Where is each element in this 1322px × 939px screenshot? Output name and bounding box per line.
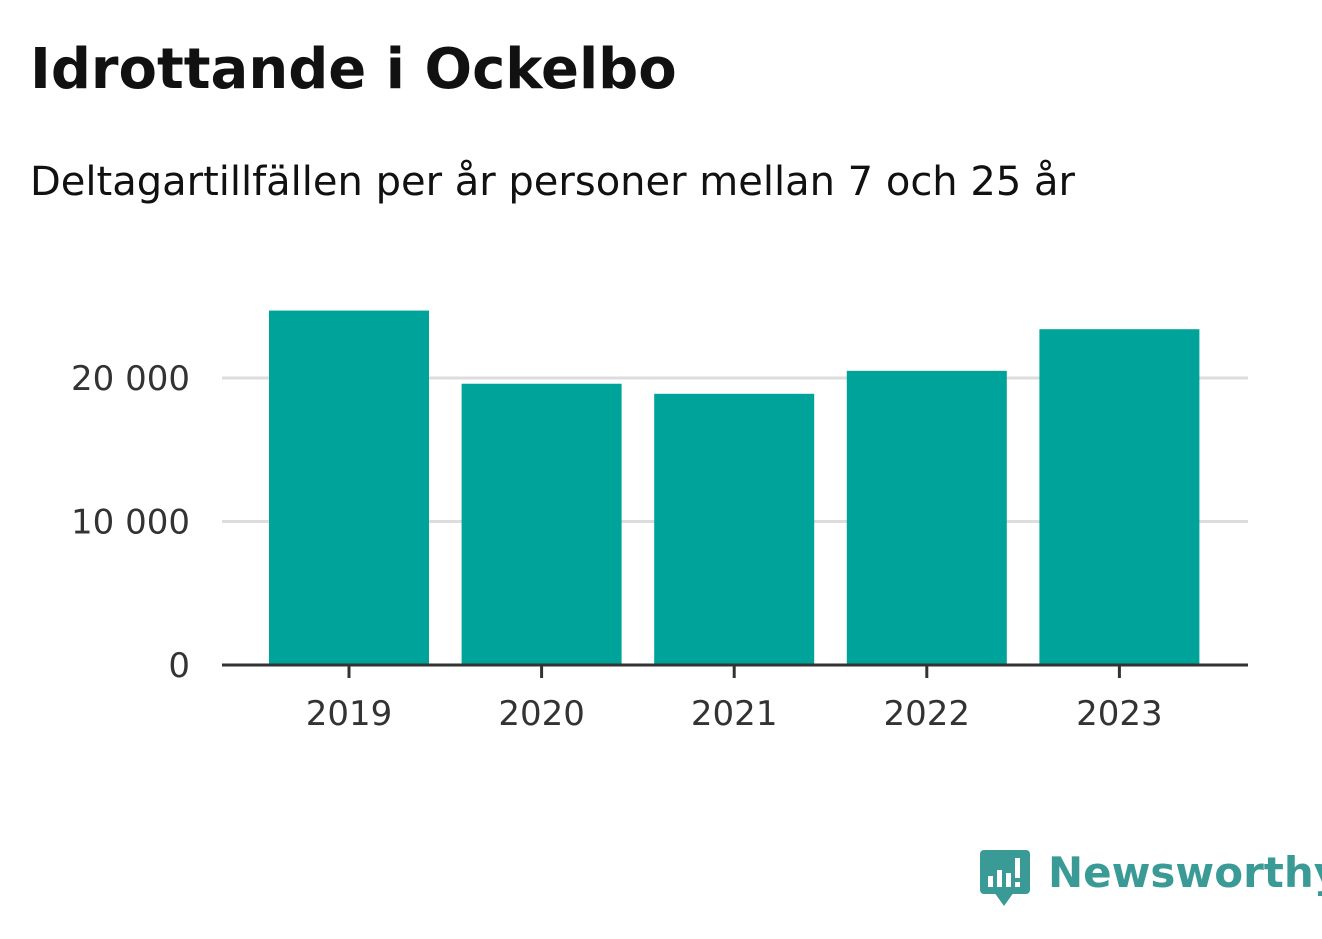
bar [269, 310, 429, 665]
axes [222, 663, 1248, 678]
x-tick-label: 2022 [884, 694, 971, 734]
chart-title: Idrottande i Ockelbo [30, 37, 677, 102]
y-tick-label: 10 000 [71, 503, 190, 543]
bars [269, 310, 1200, 665]
y-tick-label: 20 000 [71, 359, 190, 399]
x-tick-label: 2021 [691, 694, 778, 734]
bar [846, 370, 1007, 665]
newsworthy-logo-icon [980, 850, 1030, 906]
chart-subtitle: Deltagartillfällen per år personer mella… [30, 159, 1075, 205]
x-tick-label: 2020 [498, 694, 585, 734]
x-tick-label: 2023 [1076, 694, 1163, 734]
brand-name: Newsworthy [1048, 848, 1322, 897]
bar [654, 393, 815, 665]
x-tick-label: 2019 [306, 694, 393, 734]
tick-labels: 0 10 000 20 000 2019 2020 2021 2022 2023 [71, 359, 1163, 734]
newsworthy-logo: Newsworthy [980, 846, 1322, 910]
bar [461, 383, 622, 665]
bar [1039, 329, 1200, 665]
y-tick-label: 0 [168, 646, 190, 686]
